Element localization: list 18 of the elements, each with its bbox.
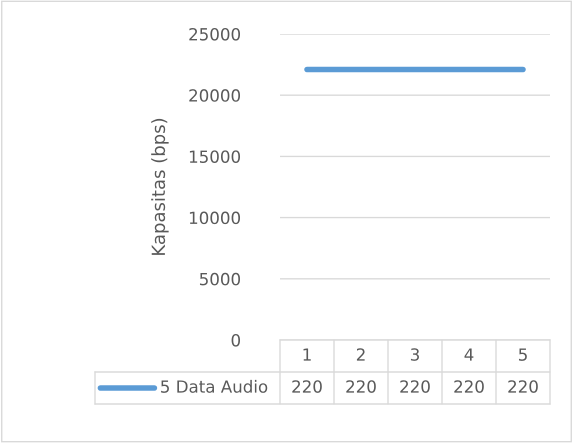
x-tick-label: 3 xyxy=(410,348,419,361)
x-tick-label: 1 xyxy=(304,348,311,361)
text: 220 xyxy=(454,380,484,393)
y-tick-label: 10000 xyxy=(190,212,240,224)
x-tick-label: 5 xyxy=(518,348,527,361)
x-tick-label: 2 xyxy=(356,348,365,361)
y-tick-label: 20000 xyxy=(189,89,240,102)
x-tick-label: 4 xyxy=(464,348,474,361)
y-tick-label: 15000 xyxy=(190,150,240,163)
text: 220 xyxy=(292,380,322,393)
y-axis-title: Kapasitas (bps) xyxy=(151,118,169,255)
legend-label: 5 Data Audio xyxy=(161,380,268,393)
text: 220 xyxy=(346,380,376,393)
text: 220 xyxy=(508,380,538,393)
y-tick-label: 0 xyxy=(232,334,240,347)
y-tick-label: 5000 xyxy=(200,272,240,286)
text: 220 xyxy=(400,380,430,393)
y-tick-label: 25000 xyxy=(189,28,240,41)
